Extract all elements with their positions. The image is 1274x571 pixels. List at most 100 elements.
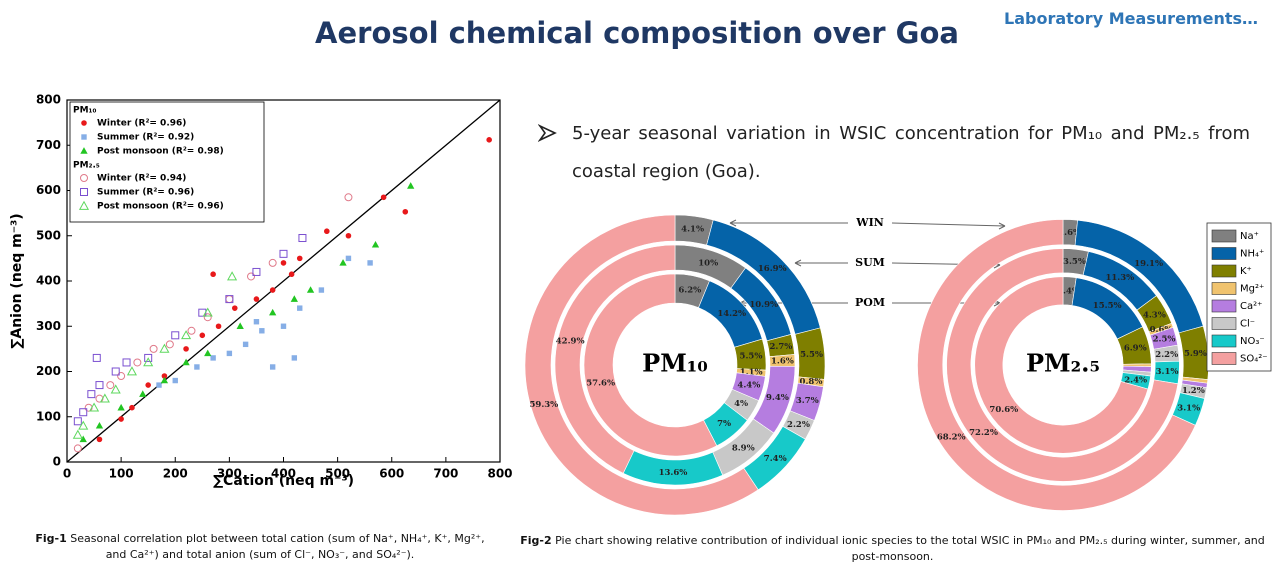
slice-label: 5.9% (1184, 349, 1207, 359)
slice-label: 57.6% (586, 379, 615, 389)
point (79, 435, 87, 443)
slice-label: 4.4% (737, 380, 760, 390)
ring-name: WIN (855, 216, 884, 229)
point (227, 271, 238, 281)
point (371, 240, 380, 248)
point (165, 340, 174, 349)
y-tick-label: 800 (36, 93, 61, 107)
point (122, 358, 131, 367)
point (225, 295, 234, 304)
point (187, 326, 196, 335)
point (78, 200, 90, 210)
point (242, 341, 249, 348)
point (149, 344, 158, 353)
slice-label: 7.4% (764, 454, 787, 464)
legend-swatch (1211, 229, 1237, 243)
point (110, 384, 121, 394)
y-tick-label: 100 (36, 409, 61, 423)
point (296, 255, 303, 262)
caption: Fig-2 Pie chart showing relative contrib… (520, 533, 1265, 565)
point (81, 134, 87, 140)
legend-label: Mg²⁺ (1240, 284, 1264, 295)
legend-group: PM₁₀ (73, 106, 96, 116)
point (194, 364, 200, 370)
point (160, 376, 169, 384)
point (280, 323, 287, 329)
point (204, 349, 212, 357)
point (252, 267, 261, 276)
slice-label: 15.5% (1093, 301, 1122, 311)
point (226, 350, 233, 357)
slice-label: 13.6% (659, 468, 688, 478)
point (156, 382, 162, 388)
legend-label: Summer (R²= 0.92) (97, 133, 194, 143)
point (126, 366, 137, 376)
point (380, 194, 387, 201)
point (269, 308, 277, 316)
point (225, 295, 234, 304)
y-tick-label: 600 (36, 183, 61, 197)
legend-swatch (1211, 282, 1237, 295)
slide-title: Aerosol chemical composition over Goa (315, 16, 959, 50)
point (143, 357, 154, 367)
legend-label: Post monsoon (R²= 0.96) (97, 202, 224, 212)
y-tick-label: 700 (36, 138, 61, 152)
point (306, 286, 315, 293)
legend-box (69, 101, 265, 223)
point (111, 367, 120, 376)
point (298, 234, 307, 243)
legend-swatch (1211, 247, 1237, 260)
slice-label: 11.3% (1105, 273, 1134, 283)
point (210, 271, 216, 278)
pie-center-label: PM₂.₅ (1026, 349, 1100, 378)
legend-label: Winter (R²= 0.96) (97, 119, 186, 129)
slice-label: 7% (717, 419, 731, 429)
point (280, 260, 287, 266)
point (81, 120, 87, 126)
point (159, 343, 170, 353)
point (288, 271, 295, 278)
slice-label: 6.2% (678, 285, 701, 295)
slice-label: 10% (698, 258, 718, 268)
y-axis-title: ∑Anion (neq m⁻³) (9, 213, 25, 348)
point (106, 381, 115, 390)
point (79, 408, 88, 417)
point (99, 393, 110, 403)
slice-label: 19.1% (1134, 259, 1163, 269)
pie-slice (917, 219, 1196, 511)
bullet-text: 5-year seasonal variation in WSIC concen… (572, 123, 1250, 182)
point (145, 382, 151, 388)
point (199, 332, 206, 339)
slice-label: 2.2% (787, 420, 810, 430)
slice-label: 3.1% (1177, 404, 1200, 414)
slice-label: 2.4% (1124, 375, 1147, 385)
point (144, 353, 153, 362)
legend-label: Summer (R²= 0.96) (97, 188, 194, 198)
slice-label: 9.4% (766, 393, 789, 403)
slice-label: 5.5% (740, 352, 763, 362)
slice-label: 68.2% (937, 432, 966, 442)
point (181, 330, 192, 340)
point (117, 403, 125, 411)
point (203, 313, 212, 322)
point (486, 137, 492, 143)
point (73, 444, 82, 453)
point (84, 403, 93, 412)
point (339, 259, 347, 266)
point (268, 258, 277, 267)
slice-label: 3.5% (1063, 257, 1086, 267)
slice-label: 2.2% (1155, 350, 1178, 360)
slice-label: 3.7% (796, 396, 819, 406)
slice-label: 16.9% (758, 264, 787, 274)
pie-slice (583, 273, 718, 457)
x-tick-label: 800 (487, 467, 512, 481)
legend-swatch (1211, 317, 1237, 330)
point (80, 147, 88, 154)
point (118, 416, 124, 422)
slice-label: 1.6% (771, 356, 794, 366)
slice-label: 10.9% (749, 300, 778, 310)
point (78, 420, 89, 430)
y-tick-label: 500 (36, 228, 61, 242)
point (139, 390, 147, 397)
